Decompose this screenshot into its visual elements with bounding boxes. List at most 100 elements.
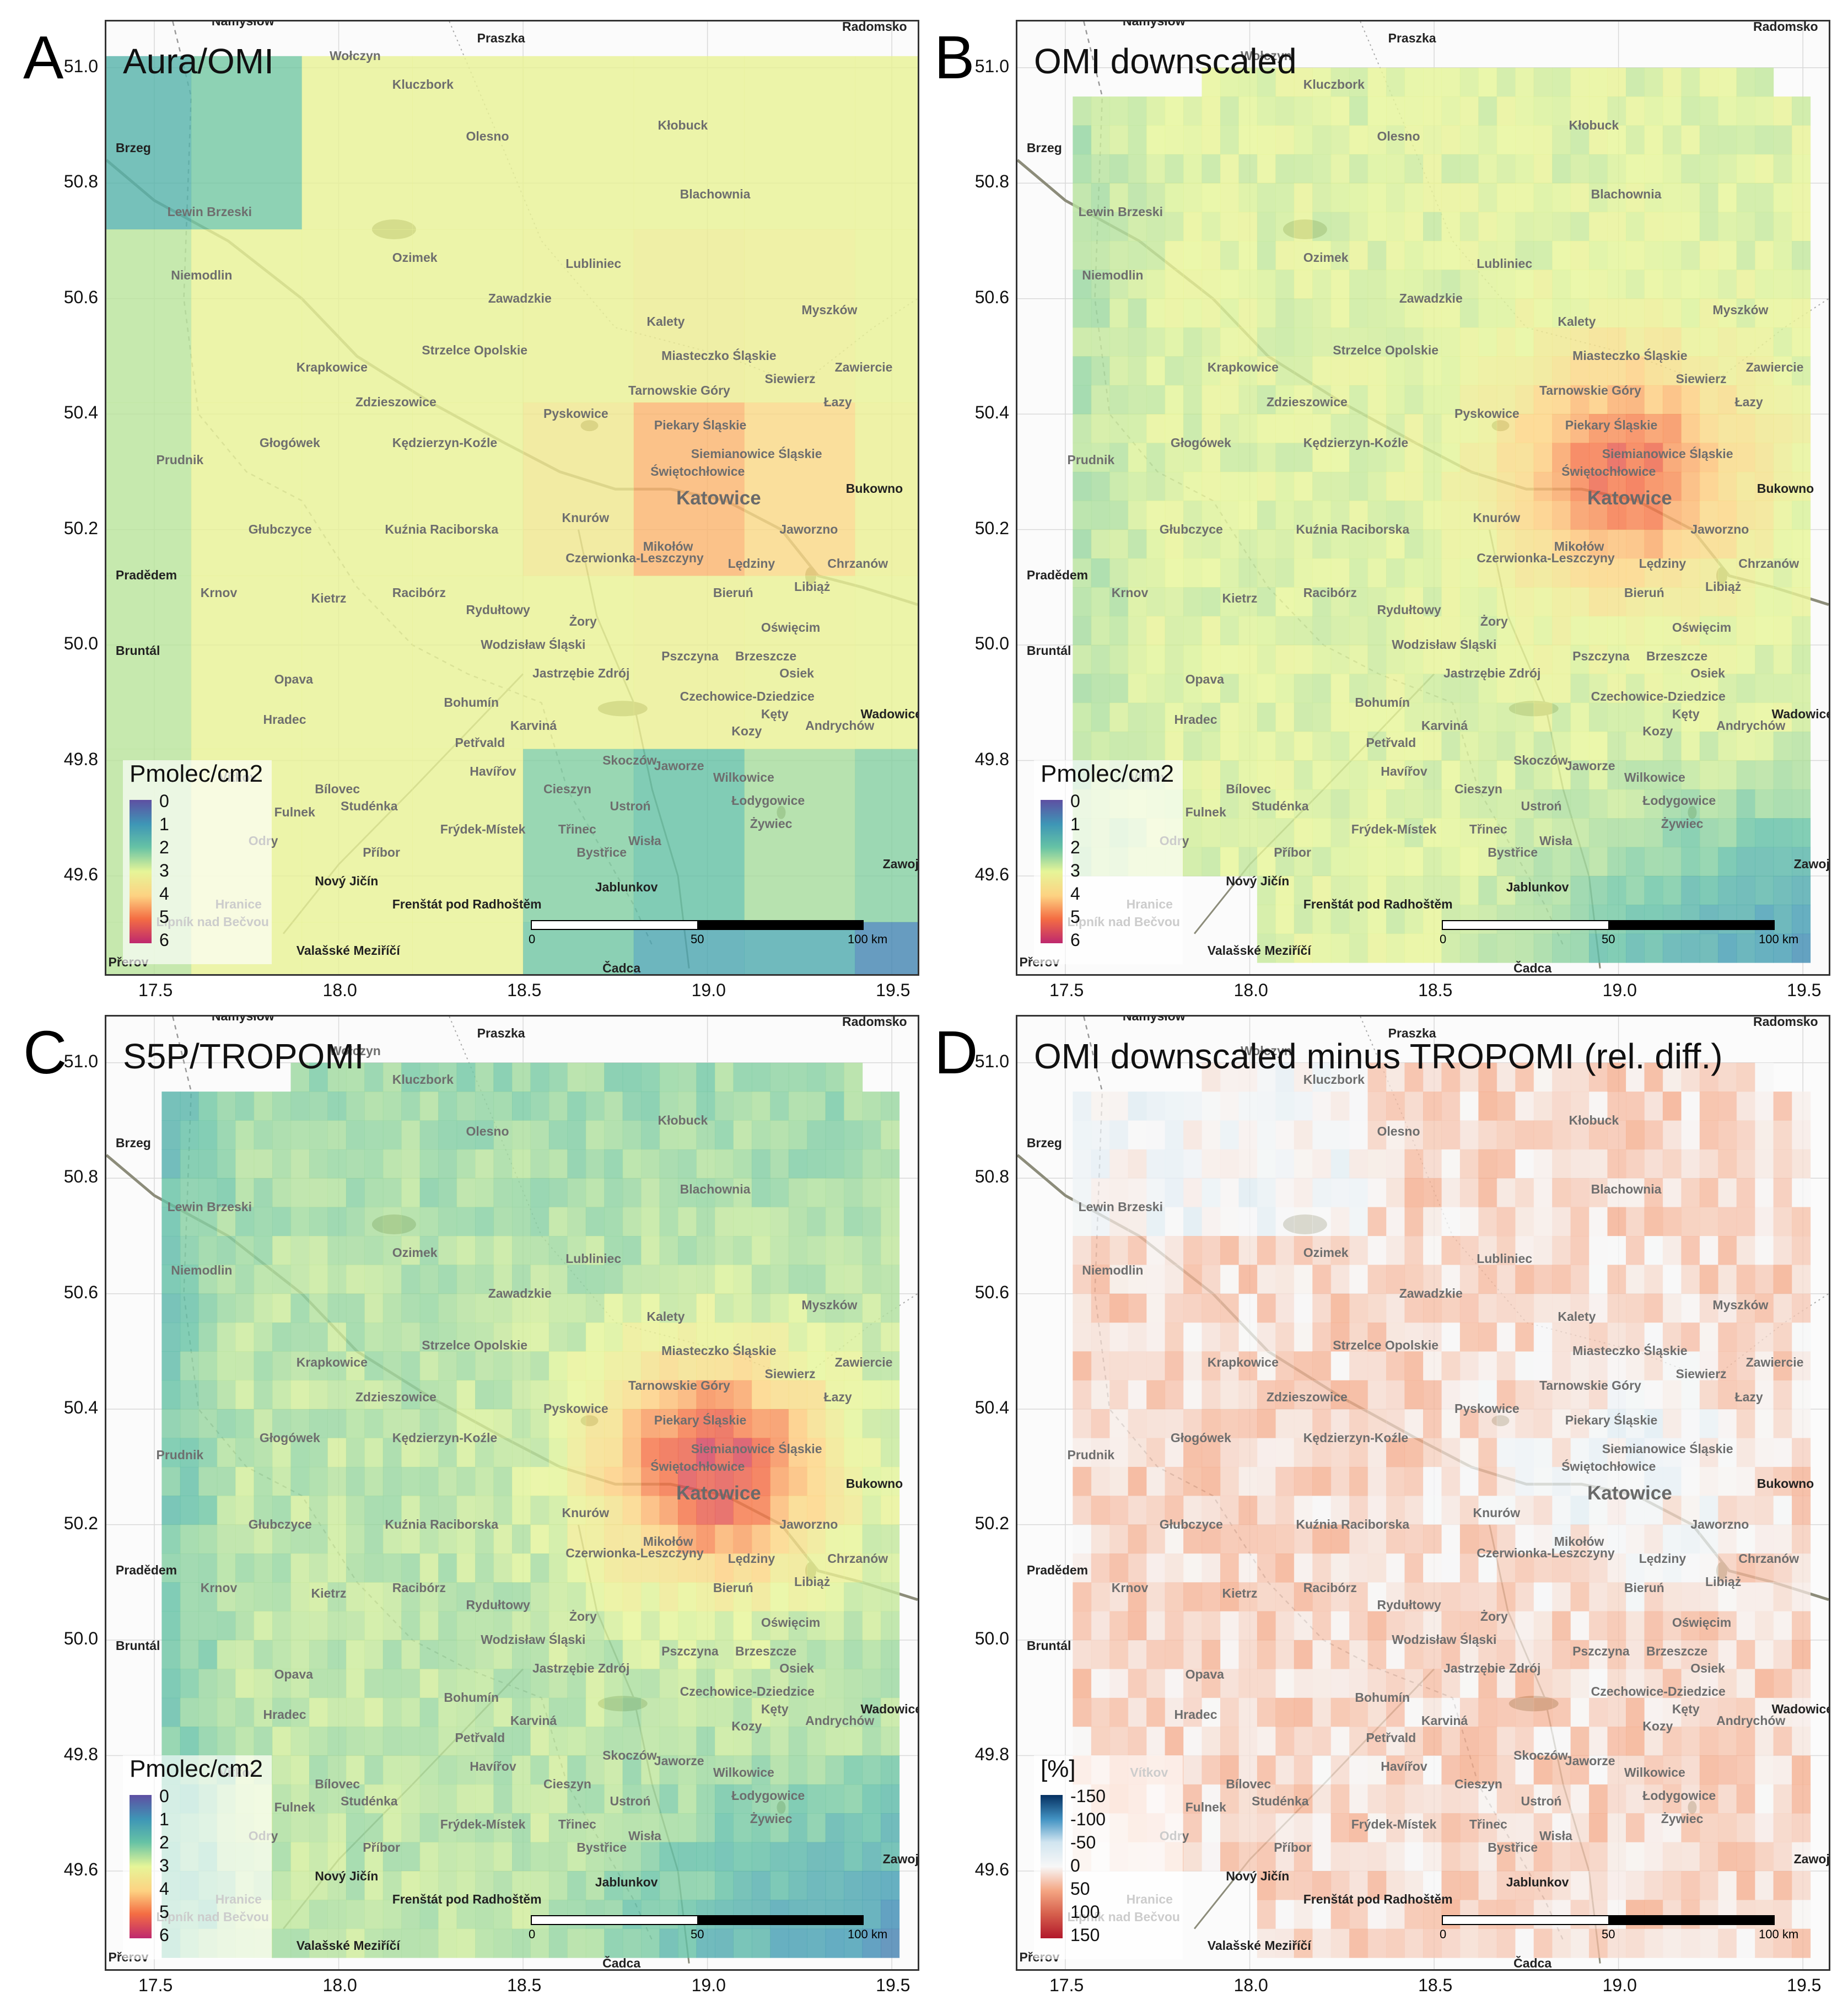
- y-tick-label: 50.4: [63, 402, 98, 423]
- grid-cell: [1681, 1524, 1700, 1554]
- grid-cell: [641, 1640, 660, 1669]
- grid-cell: [1312, 1900, 1332, 1929]
- grid-cell: [1238, 471, 1258, 501]
- legend-colorbar: [1041, 1795, 1063, 1938]
- grid-cell: [290, 1871, 310, 1900]
- grid-cell: [1736, 702, 1755, 732]
- grid-cell: [290, 1496, 310, 1525]
- place-label: Czerwionka-Leszczyny: [565, 1545, 704, 1560]
- grid-cell: [1459, 760, 1479, 790]
- grid-cell: [1589, 1727, 1608, 1756]
- grid-cell: [1091, 1669, 1110, 1698]
- place-label: Kietrz: [311, 591, 347, 606]
- grid-cell: [1423, 905, 1442, 934]
- grid-cell: [438, 1871, 457, 1900]
- grid-cell: [678, 1611, 697, 1641]
- map-canvas[interactable]: [106, 1017, 918, 1969]
- grid-cell: [1644, 1755, 1663, 1785]
- grid-cell: [346, 1611, 365, 1641]
- grid-cell: [1773, 1265, 1792, 1294]
- map-canvas[interactable]: [1017, 21, 1829, 974]
- grid-cell: [1183, 674, 1203, 703]
- grid-cell: [1459, 414, 1479, 443]
- grid-cell: [1496, 1727, 1516, 1756]
- grid-cell: [272, 1438, 292, 1468]
- grid-cell: [1515, 702, 1534, 732]
- grid-cell: [862, 1611, 881, 1641]
- grid-cell: [412, 229, 524, 403]
- grid-cell: [1349, 1207, 1369, 1237]
- legend-label: -100: [1070, 1809, 1106, 1829]
- grid-cell: [1755, 67, 1774, 97]
- grid-cell: [1755, 1120, 1774, 1150]
- grid-cell: [290, 1640, 310, 1669]
- grid-cell: [1294, 1900, 1313, 1929]
- grid-cell: [1478, 1496, 1497, 1525]
- place-label: Knurów: [1473, 1505, 1521, 1520]
- grid-cell: [1367, 471, 1387, 501]
- grid-cell: [1423, 1438, 1442, 1468]
- grid-cell: [1275, 67, 1295, 97]
- grid-cell: [604, 1496, 623, 1525]
- grid-cell: [1183, 1611, 1203, 1641]
- grid-cell: [585, 1062, 605, 1092]
- grid-cell: [254, 1149, 273, 1179]
- place-label: Zdzieszowice: [355, 1390, 437, 1405]
- grid-cell: [1073, 1409, 1092, 1438]
- grid-cell: [678, 1524, 697, 1554]
- grid-cell: [1755, 327, 1774, 357]
- grid-cell: [881, 1380, 900, 1410]
- grid-cell: [1220, 558, 1239, 588]
- grid-cell: [272, 1727, 292, 1756]
- place-label: Osiek: [779, 666, 814, 681]
- grid-cell: [1570, 1813, 1590, 1843]
- grid-cell: [1183, 1323, 1203, 1352]
- grid-cell: [1238, 1149, 1258, 1179]
- place-label: Miasteczko Śląskie: [1572, 348, 1688, 363]
- grid-cell: [881, 1640, 900, 1669]
- grid-cell: [1423, 96, 1442, 126]
- grid-cell: [438, 1640, 457, 1669]
- grid-cell: [1091, 702, 1110, 732]
- grid-cell: [1441, 1524, 1461, 1554]
- grid-cell: [1773, 1842, 1792, 1872]
- grid-cell: [1552, 1062, 1571, 1092]
- grid-cell: [1459, 1236, 1479, 1265]
- grid-cell: [1294, 1092, 1313, 1121]
- grid-cell: [641, 1554, 660, 1583]
- grid-cell: [1459, 1554, 1479, 1583]
- grid-cell: [290, 1351, 310, 1381]
- grid-cell: [382, 1813, 402, 1843]
- grid-cell: [751, 1409, 771, 1438]
- grid-cell: [1718, 933, 1737, 963]
- grid-cell: [1404, 587, 1424, 617]
- grid-cell: [1312, 529, 1332, 559]
- grid-cell: [1570, 1611, 1590, 1641]
- grid-cell: [1165, 183, 1184, 213]
- legend-label: 0: [159, 1786, 169, 1806]
- grid-cell: [1220, 1207, 1239, 1237]
- grid-cell: [530, 1380, 549, 1410]
- y-tick-label: 49.6: [974, 1859, 1009, 1879]
- grid-cell: [346, 1409, 365, 1438]
- place-label: Zawadzkie: [488, 291, 552, 305]
- grid-cell: [1626, 1351, 1645, 1381]
- grid-cell: [1607, 1524, 1626, 1554]
- grid-cell: [1662, 1842, 1682, 1872]
- grid-cell: [327, 1062, 347, 1092]
- legend-label: 5: [159, 907, 169, 927]
- grid-cell: [1644, 876, 1663, 905]
- grid-cell: [290, 1466, 310, 1496]
- map-canvas[interactable]: [106, 21, 918, 974]
- grid-cell: [327, 1438, 347, 1468]
- legend-label: -150: [1070, 1786, 1106, 1806]
- grid-cell: [1165, 1611, 1184, 1641]
- grid-cell: [1202, 1293, 1221, 1323]
- grid-cell: [161, 1092, 181, 1121]
- grid-cell: [1459, 1120, 1479, 1150]
- grid-cell: [1773, 1640, 1792, 1669]
- grid-cell: [1257, 1293, 1276, 1323]
- grid-cell: [1755, 501, 1774, 530]
- grid-cell: [1330, 1554, 1350, 1583]
- grid-cell: [401, 1611, 421, 1641]
